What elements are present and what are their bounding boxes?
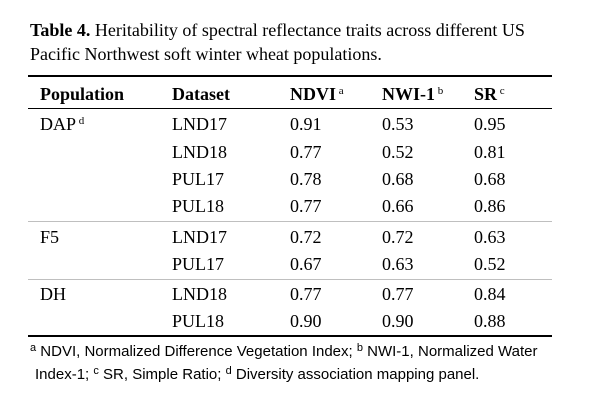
table-top-rule bbox=[28, 75, 552, 77]
dataset-cell: PUL18 bbox=[172, 196, 225, 216]
nwi-cell: 0.53 bbox=[382, 114, 414, 134]
population-label: F5 bbox=[40, 227, 60, 247]
nwi-cell: 0.77 bbox=[382, 284, 414, 304]
nwi-cell: 0.66 bbox=[382, 196, 414, 216]
group-divider bbox=[28, 279, 552, 280]
sr-cell: 0.68 bbox=[474, 169, 506, 189]
header-sr: SR c bbox=[474, 84, 505, 104]
ndvi-cell: 0.91 bbox=[290, 114, 322, 134]
dataset-cell: PUL17 bbox=[172, 169, 225, 189]
sr-cell: 0.52 bbox=[474, 254, 506, 274]
ndvi-cell: 0.67 bbox=[290, 254, 322, 274]
dataset-cell: LND17 bbox=[172, 114, 227, 134]
header-population: Population bbox=[40, 84, 125, 104]
population-label: DAP d bbox=[40, 114, 85, 134]
sr-cell: 0.95 bbox=[474, 114, 506, 134]
table-label: Table 4. bbox=[30, 20, 91, 40]
dataset-cell: PUL17 bbox=[172, 254, 225, 274]
dataset-cell: PUL18 bbox=[172, 311, 225, 331]
ndvi-cell: 0.72 bbox=[290, 227, 322, 247]
ndvi-cell: 0.77 bbox=[290, 284, 322, 304]
nwi-cell: 0.90 bbox=[382, 311, 414, 331]
sr-cell: 0.63 bbox=[474, 227, 506, 247]
ndvi-cell: 0.90 bbox=[290, 311, 322, 331]
nwi-cell: 0.52 bbox=[382, 142, 414, 162]
table-caption: Table 4. Heritability of spectral reflec… bbox=[30, 18, 575, 66]
dataset-cell: LND17 bbox=[172, 227, 227, 247]
dataset-cell: LND18 bbox=[172, 142, 227, 162]
table-bottom-rule bbox=[28, 335, 552, 337]
sr-cell: 0.84 bbox=[474, 284, 506, 304]
ndvi-cell: 0.77 bbox=[290, 142, 322, 162]
nwi-cell: 0.72 bbox=[382, 227, 414, 247]
table-header-rule bbox=[28, 108, 552, 109]
ndvi-cell: 0.77 bbox=[290, 196, 322, 216]
nwi-cell: 0.63 bbox=[382, 254, 414, 274]
population-label: DH bbox=[40, 284, 66, 304]
table-title: Heritability of spectral reflectance tra… bbox=[30, 20, 525, 64]
dataset-cell: LND18 bbox=[172, 284, 227, 304]
sr-cell: 0.81 bbox=[474, 142, 506, 162]
header-dataset: Dataset bbox=[172, 84, 230, 104]
ndvi-cell: 0.78 bbox=[290, 169, 322, 189]
sr-cell: 0.88 bbox=[474, 311, 506, 331]
sr-cell: 0.86 bbox=[474, 196, 506, 216]
table-footnote: a NDVI, Normalized Difference Vegetation… bbox=[30, 342, 538, 383]
header-ndvi: NDVI a bbox=[290, 84, 344, 104]
header-nwi: NWI-1 b bbox=[382, 84, 444, 104]
group-divider bbox=[28, 221, 552, 222]
nwi-cell: 0.68 bbox=[382, 169, 414, 189]
